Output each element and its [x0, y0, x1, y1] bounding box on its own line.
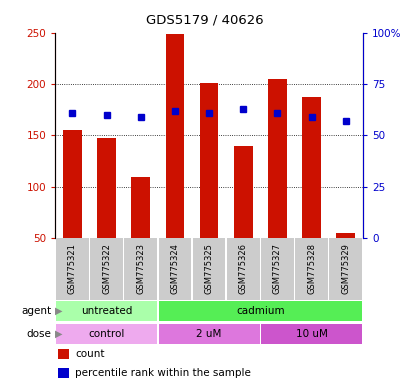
Bar: [328, 238, 361, 300]
Bar: [124, 238, 157, 300]
Bar: [63, 130, 82, 238]
Bar: [267, 79, 286, 238]
Bar: [158, 301, 361, 321]
Bar: [158, 324, 259, 344]
Bar: [58, 349, 69, 359]
Text: 10 uM: 10 uM: [295, 329, 327, 339]
Text: cadmium: cadmium: [236, 306, 284, 316]
Text: GSM775327: GSM775327: [272, 243, 281, 294]
Bar: [56, 324, 157, 344]
Bar: [233, 146, 252, 238]
Bar: [199, 83, 218, 238]
Text: GSM775326: GSM775326: [238, 243, 247, 294]
Bar: [301, 98, 320, 238]
Text: ▶: ▶: [54, 329, 62, 339]
Text: GSM775329: GSM775329: [340, 243, 349, 294]
Text: ▶: ▶: [54, 306, 62, 316]
Bar: [261, 324, 361, 344]
Text: GSM775325: GSM775325: [204, 243, 213, 294]
Bar: [158, 238, 191, 300]
Text: untreated: untreated: [81, 306, 132, 316]
Text: percentile rank within the sample: percentile rank within the sample: [75, 368, 251, 378]
Text: control: control: [88, 329, 124, 339]
Bar: [56, 238, 89, 300]
Bar: [335, 233, 354, 238]
Text: GDS5179 / 40626: GDS5179 / 40626: [146, 14, 263, 27]
Bar: [165, 34, 184, 238]
Bar: [58, 368, 69, 379]
Text: dose: dose: [26, 329, 51, 339]
Text: agent: agent: [21, 306, 51, 316]
Text: GSM775321: GSM775321: [68, 243, 77, 294]
Text: GSM775322: GSM775322: [102, 243, 111, 294]
Bar: [192, 238, 225, 300]
Bar: [226, 238, 259, 300]
Text: GSM775323: GSM775323: [136, 243, 145, 294]
Text: GSM775328: GSM775328: [306, 243, 315, 294]
Bar: [294, 238, 327, 300]
Bar: [97, 139, 116, 238]
Bar: [261, 238, 293, 300]
Text: count: count: [75, 349, 105, 359]
Bar: [90, 238, 123, 300]
Bar: [131, 177, 150, 238]
Bar: [56, 301, 157, 321]
Text: GSM775324: GSM775324: [170, 243, 179, 294]
Text: 2 uM: 2 uM: [196, 329, 221, 339]
